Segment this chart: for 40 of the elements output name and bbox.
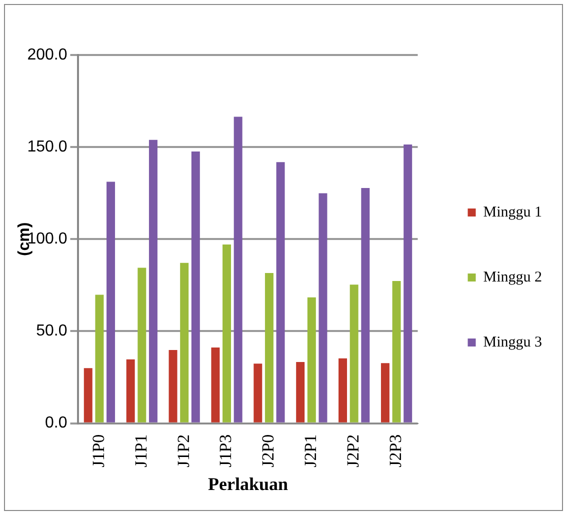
x-tick-label: J1P3 [216, 434, 236, 468]
bar [276, 162, 285, 422]
x-axis-title: Perlakuan [208, 474, 288, 494]
legend-label: Minggu 2 [483, 269, 542, 286]
x-tick-label: J2P3 [386, 434, 405, 468]
x-tick-label: J1P0 [88, 434, 108, 468]
bar [318, 193, 328, 422]
bar [361, 188, 370, 422]
bar [84, 368, 92, 422]
bar [296, 362, 305, 422]
bar [392, 280, 401, 422]
bar [148, 140, 158, 422]
x-tick-label: J1P2 [174, 434, 193, 468]
bar [254, 364, 262, 422]
x-tick-label: J2P1 [301, 434, 320, 468]
y-tick-label: 50.0 [36, 322, 68, 340]
bar [138, 268, 146, 422]
y-tick-label: 200.0 [27, 46, 68, 64]
x-tick-label: J2P2 [344, 434, 363, 468]
bar [191, 152, 200, 422]
bar [211, 347, 220, 422]
y-tick-label: 0.0 [44, 414, 68, 432]
bar [264, 273, 274, 422]
bar [106, 182, 116, 422]
bar [350, 284, 358, 422]
bar [222, 244, 232, 422]
bar [168, 350, 178, 422]
x-tick-label: J2P0 [258, 434, 278, 468]
bar [95, 294, 104, 422]
legend-label: Minggu 3 [483, 334, 542, 350]
legend-label: Minggu 1 [483, 204, 542, 220]
bar [380, 363, 390, 422]
bar [404, 144, 412, 422]
y-tick-label: 150.0 [27, 138, 68, 156]
bar [307, 297, 316, 422]
bar [180, 262, 189, 422]
bar [126, 359, 135, 422]
bar [234, 116, 242, 422]
x-tick-label: J1P1 [131, 434, 150, 468]
bar [338, 358, 348, 422]
